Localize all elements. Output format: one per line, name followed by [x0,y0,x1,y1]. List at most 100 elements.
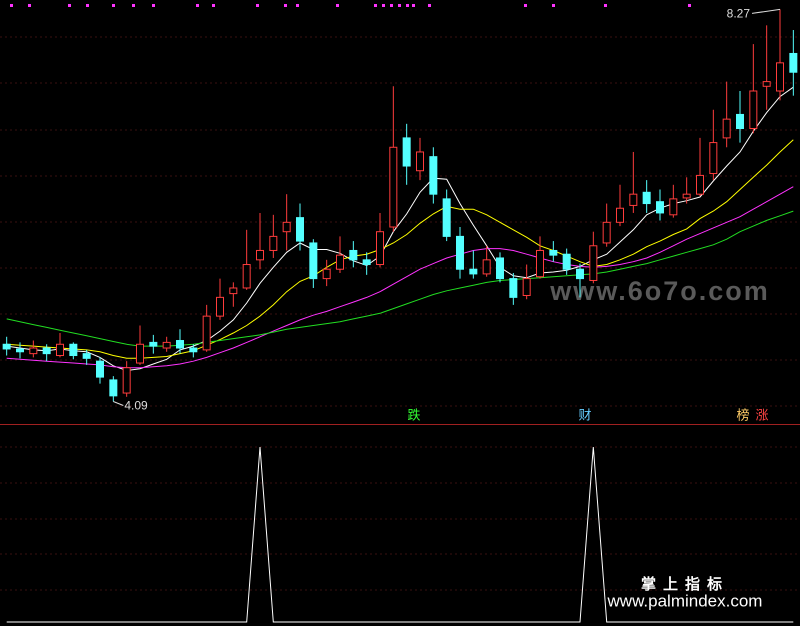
candle-body [669,198,678,216]
candle-body [336,254,344,270]
candle-body [482,259,491,275]
candle-body [29,347,38,355]
candle-body [122,367,131,394]
signal-label: 财 [578,407,591,422]
candle-body [269,235,278,251]
dot [336,4,339,7]
candle-body [562,253,571,270]
candle-body [656,201,664,214]
dot [382,4,385,7]
candle-body [496,257,504,280]
candle-body [402,137,411,167]
candle-body [709,142,718,175]
max-arrow [751,8,781,14]
max-label: 8.27 [727,7,751,21]
watermark-site: www.6o7o.com [549,276,770,306]
candle-body [456,235,464,270]
candle-body [789,52,798,73]
candle-body [416,151,424,172]
candle-body [229,287,238,295]
indicator-line [6,446,794,623]
dot [604,4,607,7]
dot [374,4,377,7]
candle-body [82,353,91,359]
candle-body [69,343,78,357]
dot [132,4,135,7]
candle-body [322,268,331,280]
dot [406,4,409,7]
dot [688,4,691,7]
dot [10,4,13,7]
candle-body [642,191,651,205]
candle-body [349,249,358,261]
min-label: 4.09 [124,399,148,413]
candle-body [189,347,198,353]
candle-body [162,341,171,349]
candle-body [522,278,531,296]
dot [390,4,393,7]
dot [112,4,115,7]
dot [256,4,259,7]
candle-body [736,113,744,130]
candle-body [136,343,144,364]
dot [412,4,415,7]
candle-body [722,118,731,139]
signal-label: 榜 [736,407,749,422]
candle-body [56,343,64,357]
candle-body [616,207,624,223]
candle-body [682,193,691,199]
signal-label: 涨 [755,407,768,422]
dot [524,4,527,7]
candle-body [376,231,384,266]
candle-body [696,174,704,195]
moving-average [6,186,794,369]
dot [398,4,401,7]
dot [28,4,31,7]
candle-body [776,62,784,92]
dot [212,4,215,7]
signal-label: 跌 [407,407,420,422]
candle-body [576,268,584,280]
candle-body [149,341,158,347]
min-arrow [113,401,124,406]
candle-body [109,379,118,397]
watermark-brand: 掌上指标 [641,575,729,593]
candle-body [256,249,264,261]
candle-body [602,221,611,244]
candle-body [202,315,211,351]
candle-body [629,193,638,206]
candle-body [469,268,478,275]
dot [196,4,199,7]
candle-body [589,245,598,281]
dot [296,4,299,7]
candle-body [749,90,758,130]
candle-body [536,249,544,278]
candle-body [216,296,224,317]
candle-body [509,278,518,298]
dot [428,4,431,7]
candle-body [242,264,251,289]
candle-body [762,81,771,87]
candle-body [549,249,558,256]
dot [152,4,155,7]
candle-body [309,242,318,280]
candle-body [16,348,24,353]
candle-body [389,146,398,228]
candle-body [296,217,304,242]
candle-body [2,343,11,350]
candle-body [96,360,104,378]
grid [0,36,800,591]
watermark-url: www.palmindex.com [607,591,763,610]
candle-body [362,259,371,266]
dot [284,4,287,7]
dot [552,4,555,7]
candle-body [442,198,451,237]
dot [68,4,71,7]
candle-body [176,340,184,349]
candle-body [282,221,291,233]
candle-body [429,156,438,195]
dot [86,4,89,7]
candle-body [42,347,51,355]
